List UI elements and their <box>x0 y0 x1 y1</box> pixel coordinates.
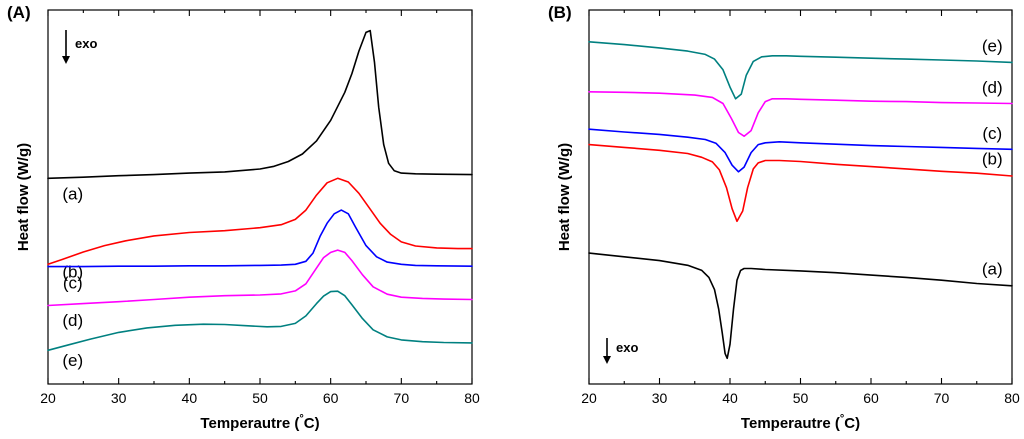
exo-arrowhead-icon <box>62 56 70 64</box>
panel-a: 20 30 40 50 60 70 80 (a) (b)(c) (d) (e) (A) Heat flo… <box>7 3 480 432</box>
x-tick-label: 80 <box>1004 390 1020 406</box>
series-label: (a) <box>982 260 1003 279</box>
x-tick-label: 50 <box>793 390 809 406</box>
x-tick-label: 40 <box>722 390 738 406</box>
x-axis-title: Temperautre (°C) <box>200 413 319 432</box>
panel-b: 20 30 40 50 60 70 80 (a) (b) (c) (d) (e) (B) Heat flo… <box>548 3 1020 432</box>
panel-label: (B) <box>548 3 572 22</box>
series-label: (c) <box>63 274 83 293</box>
x-tick-label: 30 <box>652 390 668 406</box>
x-axis-title: Temperautre (°C) <box>741 413 860 432</box>
x-tick-label: 60 <box>323 390 339 406</box>
series-line-e <box>588 41 1013 100</box>
x-tick-label: 50 <box>252 390 268 406</box>
series-line-d <box>47 249 473 307</box>
series-label: (d) <box>62 311 83 330</box>
plot-frame <box>588 9 1013 385</box>
series-line-e <box>47 290 473 352</box>
y-axis-title: Heat flow (W/g) <box>556 143 573 251</box>
x-tick-label: 30 <box>111 390 127 406</box>
series-label: (a) <box>62 185 83 204</box>
x-tick-label: 20 <box>40 390 56 406</box>
x-tick-label: 70 <box>394 390 410 406</box>
series-line-a <box>47 29 473 180</box>
x-tick-label: 70 <box>934 390 950 406</box>
plot-frame <box>47 9 473 385</box>
series-line-b <box>47 177 473 266</box>
x-tick-label: 20 <box>581 390 597 406</box>
series-label: (b) <box>982 149 1003 168</box>
x-tick-label: 40 <box>182 390 198 406</box>
panel-label: (A) <box>7 3 31 22</box>
x-tick-label: 80 <box>464 390 480 406</box>
series-label: (c) <box>982 124 1002 143</box>
series-line-c <box>588 128 1013 173</box>
exo-label: exo <box>75 36 97 51</box>
series-label: (e) <box>62 351 83 370</box>
series-label: (e) <box>982 37 1003 56</box>
series-line-c <box>47 209 473 268</box>
series-line-d <box>588 91 1013 137</box>
series-label: (b) <box>62 263 83 282</box>
series-label: (d) <box>982 78 1003 97</box>
exo-label: exo <box>616 340 638 355</box>
series-line-b <box>588 143 1013 223</box>
y-axis-title: Heat flow (W/g) <box>15 143 32 251</box>
series-line-a <box>588 252 1013 360</box>
x-tick-label: 60 <box>863 390 879 406</box>
exo-arrowhead-icon <box>603 356 611 364</box>
